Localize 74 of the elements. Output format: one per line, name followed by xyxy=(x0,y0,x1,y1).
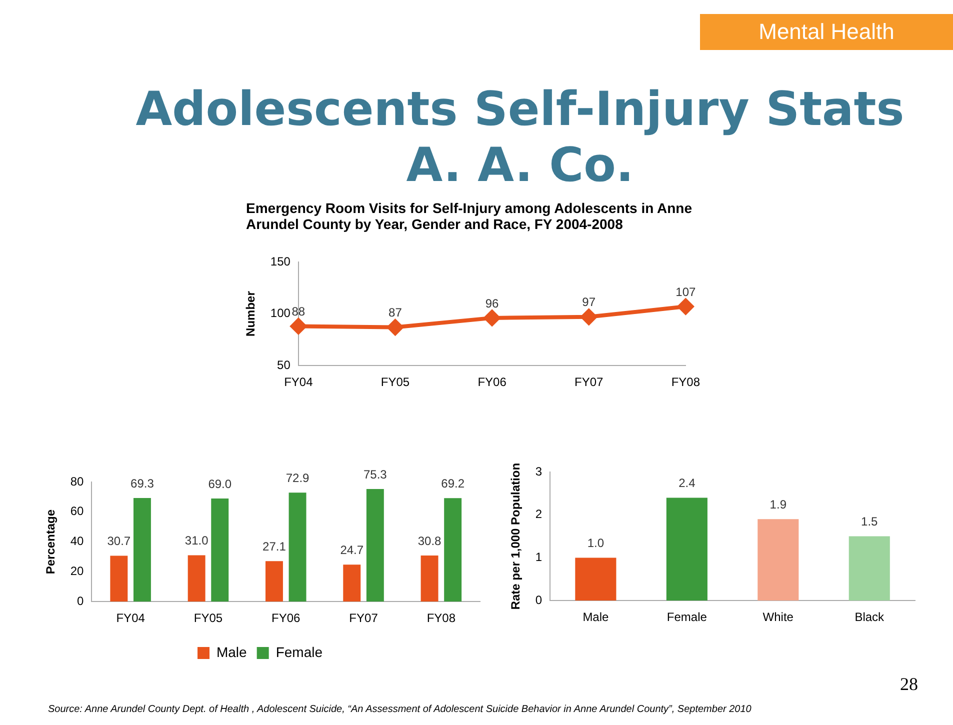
data-label: 27.1 xyxy=(262,539,286,554)
data-label: 2.4 xyxy=(678,476,696,490)
y-tick-label: 40 xyxy=(70,534,84,548)
y-tick-label: 50 xyxy=(277,358,291,372)
y-tick-label: 100 xyxy=(270,306,291,320)
y-tick-label: 80 xyxy=(70,474,84,488)
bar xyxy=(366,489,384,602)
x-tick-label: FY05 xyxy=(380,375,410,390)
x-tick-label: FY08 xyxy=(426,611,456,626)
data-label: 30.7 xyxy=(107,534,131,548)
x-tick-label: FY04 xyxy=(284,375,314,390)
data-label: 87 xyxy=(388,306,402,320)
y-tick-label: 3 xyxy=(535,464,542,478)
data-label: 69.0 xyxy=(208,476,232,491)
y-tick-label: 150 xyxy=(270,254,291,268)
x-tick-label: FY07 xyxy=(349,611,378,626)
y-tick-label: 60 xyxy=(70,504,84,518)
bar xyxy=(343,564,361,602)
point xyxy=(387,319,404,336)
data-label: 1.0 xyxy=(587,536,604,550)
bar xyxy=(110,556,128,602)
x-tick-label: FY06 xyxy=(478,375,507,390)
chart-title: Emergency Room Visits for Self-Injury among Adolescents in Anne Arundel County by Year, Gender and Race, FY 2004-2008 xyxy=(246,200,694,232)
bar xyxy=(848,536,890,601)
bar xyxy=(758,519,799,601)
data-label: 97 xyxy=(582,295,596,310)
x-tick-label: FY08 xyxy=(671,375,700,390)
bar xyxy=(133,498,151,602)
y-tick-label: 0 xyxy=(535,592,542,607)
bar xyxy=(420,556,438,602)
data-label: 1.5 xyxy=(861,514,878,529)
data-label: 96 xyxy=(485,296,500,310)
source-note: Source: Anne Arundel County Dept. of Health , Adolescent Suicide, “An Assessment of Adolescent Suicide Behavior in Anne Arundel County”, September 2010 xyxy=(48,704,752,715)
x-tick-label: Black xyxy=(854,610,886,624)
x-tick-label: FY05 xyxy=(194,611,223,626)
y-tick-label: 0 xyxy=(77,594,84,608)
point xyxy=(290,318,306,334)
y-axis-title: Percentage xyxy=(44,509,58,574)
data-label: 69.2 xyxy=(441,476,465,490)
bar xyxy=(288,492,306,602)
legend-label: Female xyxy=(276,644,323,660)
bar xyxy=(188,555,206,602)
text: Mental Health xyxy=(700,14,953,50)
data-label: 1.9 xyxy=(770,497,787,512)
x-tick-label: FY07 xyxy=(574,375,604,390)
point xyxy=(678,298,694,315)
x-tick-label: FY04 xyxy=(116,611,146,626)
text: Adolescents Self-Injury Stats A. A. Co. xyxy=(134,82,906,194)
point xyxy=(580,308,597,325)
bar xyxy=(666,498,708,601)
y-tick-label: 2 xyxy=(535,507,542,522)
data-label: 31.0 xyxy=(184,534,209,548)
data-label: 30.8 xyxy=(418,534,442,548)
data-label: 88 xyxy=(292,304,306,319)
text: 28 xyxy=(900,674,918,695)
x-tick-label: Male xyxy=(582,610,610,624)
bar xyxy=(575,558,616,601)
bar xyxy=(265,561,283,602)
bar xyxy=(444,498,462,602)
data-label: 107 xyxy=(676,284,696,299)
data-label: 72.9 xyxy=(286,470,310,485)
data-label: 24.7 xyxy=(340,542,364,557)
x-tick-label: Female xyxy=(666,610,708,624)
y-axis-title: Number xyxy=(244,290,258,336)
y-tick-label: 1 xyxy=(535,550,542,564)
y-tick-label: 20 xyxy=(70,564,84,578)
x-tick-label: FY06 xyxy=(272,611,301,626)
y-axis-title: Rate per 1,000 Population xyxy=(508,462,523,610)
data-label: 75.3 xyxy=(363,467,388,482)
point xyxy=(484,310,500,326)
data-label: 69.3 xyxy=(130,476,154,490)
x-tick-label: White xyxy=(762,610,794,624)
bar xyxy=(211,498,229,602)
legend-label: Male xyxy=(216,644,248,660)
